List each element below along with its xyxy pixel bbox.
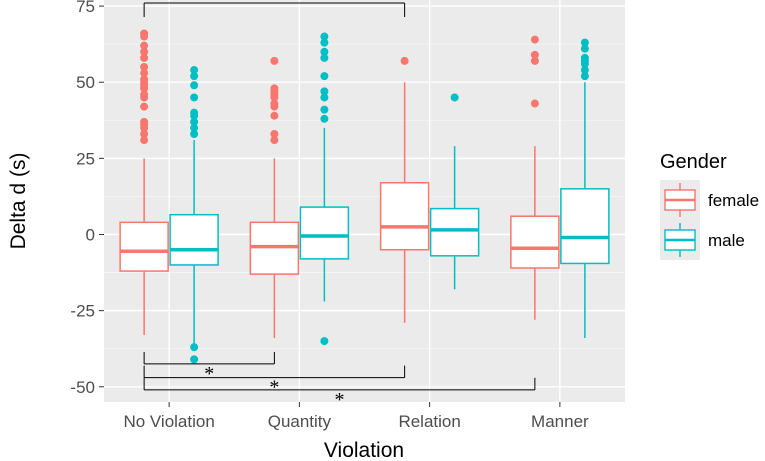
- outlier-point: [190, 81, 199, 90]
- outlier-point: [320, 47, 329, 56]
- y-tick-label: -25: [70, 302, 95, 321]
- outlier-point: [190, 343, 199, 352]
- boxes: [119, 29, 610, 364]
- outlier-point: [530, 99, 539, 108]
- outlier-point: [450, 93, 459, 102]
- x-tick-label: Quantity: [268, 412, 332, 431]
- outlier-point: [580, 38, 589, 47]
- outlier-point: [140, 29, 149, 38]
- box-male-no-violation: [169, 66, 219, 364]
- legend-title: Gender: [660, 151, 727, 173]
- outlier-point: [580, 66, 589, 75]
- outlier-point: [140, 130, 149, 138]
- legend: Gender female male: [660, 151, 759, 260]
- outlier-point: [530, 50, 539, 59]
- significance-bracket-4: *: [143, 377, 536, 411]
- legend-entry-male: male: [660, 220, 745, 260]
- box-female-relation: [379, 56, 430, 323]
- outlier-point: [140, 136, 149, 145]
- outlier-point: [320, 32, 329, 41]
- y-tick-label: 75: [76, 0, 95, 16]
- outlier-point: [140, 117, 149, 126]
- outlier-point: [320, 87, 329, 96]
- outlier-point: [270, 111, 279, 120]
- outlier-point: [530, 35, 539, 44]
- outlier-point: [190, 66, 199, 75]
- box-female-quantity: [249, 56, 300, 339]
- outlier-point: [270, 136, 279, 145]
- significance-bracket-2: *: [143, 351, 275, 385]
- significance-label: **: [264, 0, 284, 7]
- box-male-relation: [429, 93, 480, 290]
- outlier-point: [190, 117, 199, 126]
- box-body: [119, 221, 169, 272]
- axes: -50 -25 0 25 50 75 No Violation Quantity Relatio…: [70, 0, 589, 431]
- outlier-point: [140, 47, 149, 56]
- outlier-point: [400, 56, 409, 65]
- significance-bracket-3: *: [143, 365, 406, 399]
- x-tick-label: No Violation: [123, 412, 214, 431]
- y-axis-title: Delta d (s): [7, 153, 30, 250]
- box-body: [379, 181, 430, 251]
- panel-background: [104, 0, 625, 402]
- grid: [104, 0, 625, 402]
- box-body: [299, 206, 350, 260]
- x-tick-label: Relation: [398, 412, 460, 431]
- outlier-point: [270, 130, 279, 138]
- outlier-point: [190, 355, 199, 364]
- outlier-point: [530, 56, 539, 65]
- outlier-point: [580, 53, 589, 62]
- outlier-point: [140, 63, 149, 71]
- y-tick-label: 0: [86, 226, 95, 245]
- outlier-point: [320, 72, 329, 81]
- box-male-quantity: [299, 32, 350, 346]
- outlier-point: [190, 93, 199, 102]
- y-tick-label: 25: [76, 149, 95, 168]
- outlier-point: [580, 44, 589, 53]
- outlier-point: [320, 114, 329, 123]
- legend-label: male: [708, 231, 745, 250]
- outlier-point: [320, 337, 329, 346]
- significance-bracket-1: **: [143, 0, 406, 18]
- outlier-point: [140, 102, 149, 111]
- x-tick-label: Manner: [531, 412, 589, 431]
- box-body: [510, 215, 560, 269]
- legend-label: female: [708, 191, 759, 210]
- outlier-point: [270, 99, 279, 108]
- outlier-point: [140, 69, 149, 78]
- y-tick-label: -50: [70, 378, 95, 397]
- legend-entry-female: female: [660, 180, 759, 220]
- box-male-manner: [560, 38, 610, 339]
- outlier-point: [140, 53, 149, 62]
- significance-annotations: *****: [143, 0, 536, 411]
- outlier-point: [580, 72, 589, 81]
- outlier-point: [140, 75, 149, 84]
- box-body: [429, 207, 480, 257]
- y-tick-label: 50: [76, 73, 95, 92]
- significance-label: *: [204, 363, 214, 385]
- outlier-point: [140, 41, 149, 50]
- x-axis-title: Violation: [324, 439, 404, 461]
- box-body: [560, 188, 610, 265]
- outlier-point: [270, 56, 279, 65]
- outlier-point: [190, 72, 199, 81]
- outlier-point: [190, 123, 199, 132]
- outlier-point: [270, 84, 279, 93]
- significance-label: *: [335, 389, 345, 411]
- outlier-point: [140, 90, 149, 99]
- outlier-point: [320, 105, 329, 114]
- outlier-point: [320, 38, 329, 47]
- box-female-manner: [510, 35, 560, 320]
- outlier-point: [190, 130, 199, 138]
- outlier-point: [190, 108, 199, 117]
- box-female-no-violation: [119, 29, 169, 335]
- outlier-point: [320, 53, 329, 62]
- significance-label: *: [269, 377, 279, 399]
- box-body: [169, 213, 219, 266]
- outlier-point: [320, 93, 329, 102]
